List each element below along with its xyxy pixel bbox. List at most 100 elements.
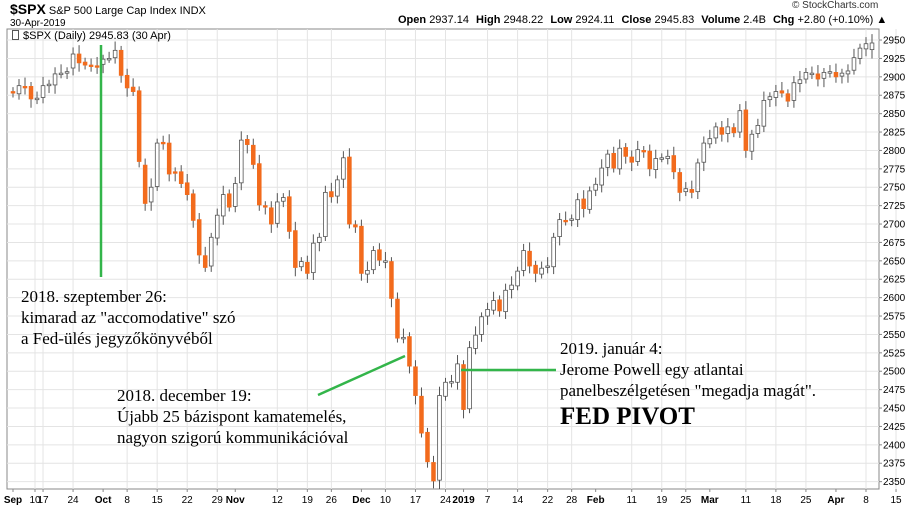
- candle-body: [437, 395, 442, 481]
- candle-body: [701, 142, 707, 163]
- candle-body: [347, 156, 352, 225]
- candle-body: [28, 86, 34, 100]
- y-tick-label: 2400: [883, 440, 906, 451]
- candle-body: [419, 395, 424, 434]
- y-tick-label: 2550: [883, 330, 906, 341]
- annotation-line: Jerome Powell egy atlantai: [560, 360, 744, 379]
- candle-body: [443, 381, 448, 397]
- x-tick-label: 24: [68, 495, 80, 506]
- candle-body: [10, 91, 16, 94]
- y-axis: 2350 2375 2400 2425 2450 2475 2500 2525 2550 2575…: [879, 36, 906, 488]
- candle-body: [521, 250, 526, 271]
- candle-body: [731, 127, 737, 134]
- candle-body: [136, 90, 142, 162]
- candle-body: [226, 193, 232, 208]
- y-tick-label: 2725: [883, 201, 906, 212]
- candle-body: [785, 93, 791, 102]
- candle-body: [665, 155, 671, 159]
- candle-body: [154, 142, 160, 187]
- x-tick-label: 18: [770, 495, 782, 506]
- y-tick-label: 2700: [883, 220, 906, 231]
- candle-body: [40, 85, 46, 98]
- candle-body: [220, 194, 226, 217]
- header-ohlc: Open 2937.14 High 2948.22 Low 2924.11 Cl…: [398, 14, 887, 26]
- candle-body: [130, 86, 136, 92]
- candle-body: [94, 65, 100, 68]
- candle-body: [22, 86, 28, 89]
- chg-arrow-icon: ▲: [876, 14, 888, 26]
- candle-body: [749, 133, 755, 152]
- candle-body: [52, 73, 58, 86]
- candle-body: [275, 201, 280, 224]
- candle-body: [251, 144, 256, 165]
- annotation-sep26: 2018. szeptember 26: kimarad az "accomod…: [21, 286, 235, 349]
- candle-body: [773, 91, 779, 98]
- y-tick-label: 2525: [883, 348, 906, 359]
- x-tick-label: Oct: [95, 495, 112, 506]
- x-tick-label: 22: [542, 495, 554, 506]
- candle-body: [497, 299, 502, 312]
- annotation-line: Újabb 25 bázispont kamatemelés,: [117, 407, 347, 426]
- y-tick-label: 2825: [883, 128, 906, 139]
- candle-body: [196, 219, 202, 256]
- annotation-line-dec19: [317, 354, 406, 397]
- candle-body: [479, 316, 484, 335]
- candle-body: [311, 242, 316, 274]
- x-tick-label: 10: [29, 495, 41, 506]
- x-tick-label: Mar: [701, 495, 719, 506]
- close-value: 2945.83: [654, 14, 695, 26]
- candle-body: [743, 109, 749, 151]
- watermark: © StockCharts.com: [792, 0, 879, 11]
- candle-body: [341, 157, 346, 180]
- x-tick-label: 12: [272, 495, 284, 506]
- candle-body: [106, 58, 112, 61]
- candle-body: [329, 191, 334, 198]
- y-tick-label: 2875: [883, 91, 906, 102]
- candle-body: [353, 224, 358, 228]
- candle-body: [281, 197, 286, 202]
- y-tick-label: 2450: [883, 404, 906, 415]
- x-tick-label: Apr: [827, 495, 844, 506]
- y-tick-label: 2600: [883, 293, 906, 304]
- candle-body: [377, 249, 382, 261]
- x-tick-label: 14: [512, 495, 524, 506]
- candle-body: [287, 196, 292, 232]
- candle-body: [166, 142, 172, 175]
- candle-body: [737, 110, 743, 133]
- y-tick-label: 2775: [883, 164, 906, 175]
- open-value: 2937.14: [429, 14, 469, 26]
- candle-body: [755, 125, 761, 134]
- candle-body: [605, 153, 610, 168]
- x-tick-label: Sep: [4, 495, 22, 506]
- candle-body: [569, 218, 574, 221]
- annotation-line: a Fed-ülés jegyzőkönyvéből: [21, 329, 213, 348]
- candle-body: [557, 219, 562, 237]
- candle-body: [761, 99, 767, 127]
- header-date: 30-Apr-2019: [10, 18, 66, 29]
- annotation-line: kimarad az "accomodative" szó: [21, 308, 236, 327]
- candle-body: [112, 49, 118, 59]
- candle-body: [383, 260, 388, 263]
- candle-body: [581, 198, 586, 209]
- candle-body: [293, 230, 298, 268]
- x-tick-label: 11: [741, 495, 752, 506]
- y-tick-label: 2925: [883, 54, 906, 65]
- candle-body: [395, 298, 400, 339]
- candle-body: [76, 53, 82, 64]
- candle-body: [563, 219, 568, 223]
- candle-body: [401, 336, 406, 340]
- candle-body: [305, 261, 310, 274]
- candle-body: [16, 85, 22, 95]
- candle-body: [239, 139, 244, 184]
- x-tick-label: 10: [380, 495, 392, 506]
- candle-body: [857, 47, 863, 59]
- candle-body: [88, 64, 94, 67]
- fed-pivot-label: FED PIVOT: [560, 403, 695, 430]
- y-tick-label: 2425: [883, 422, 906, 433]
- candle-body: [365, 270, 370, 275]
- candle-body: [683, 188, 689, 193]
- candle-body: [148, 186, 154, 203]
- candle-body: [245, 138, 250, 145]
- volume-value: 2.4B: [743, 14, 766, 26]
